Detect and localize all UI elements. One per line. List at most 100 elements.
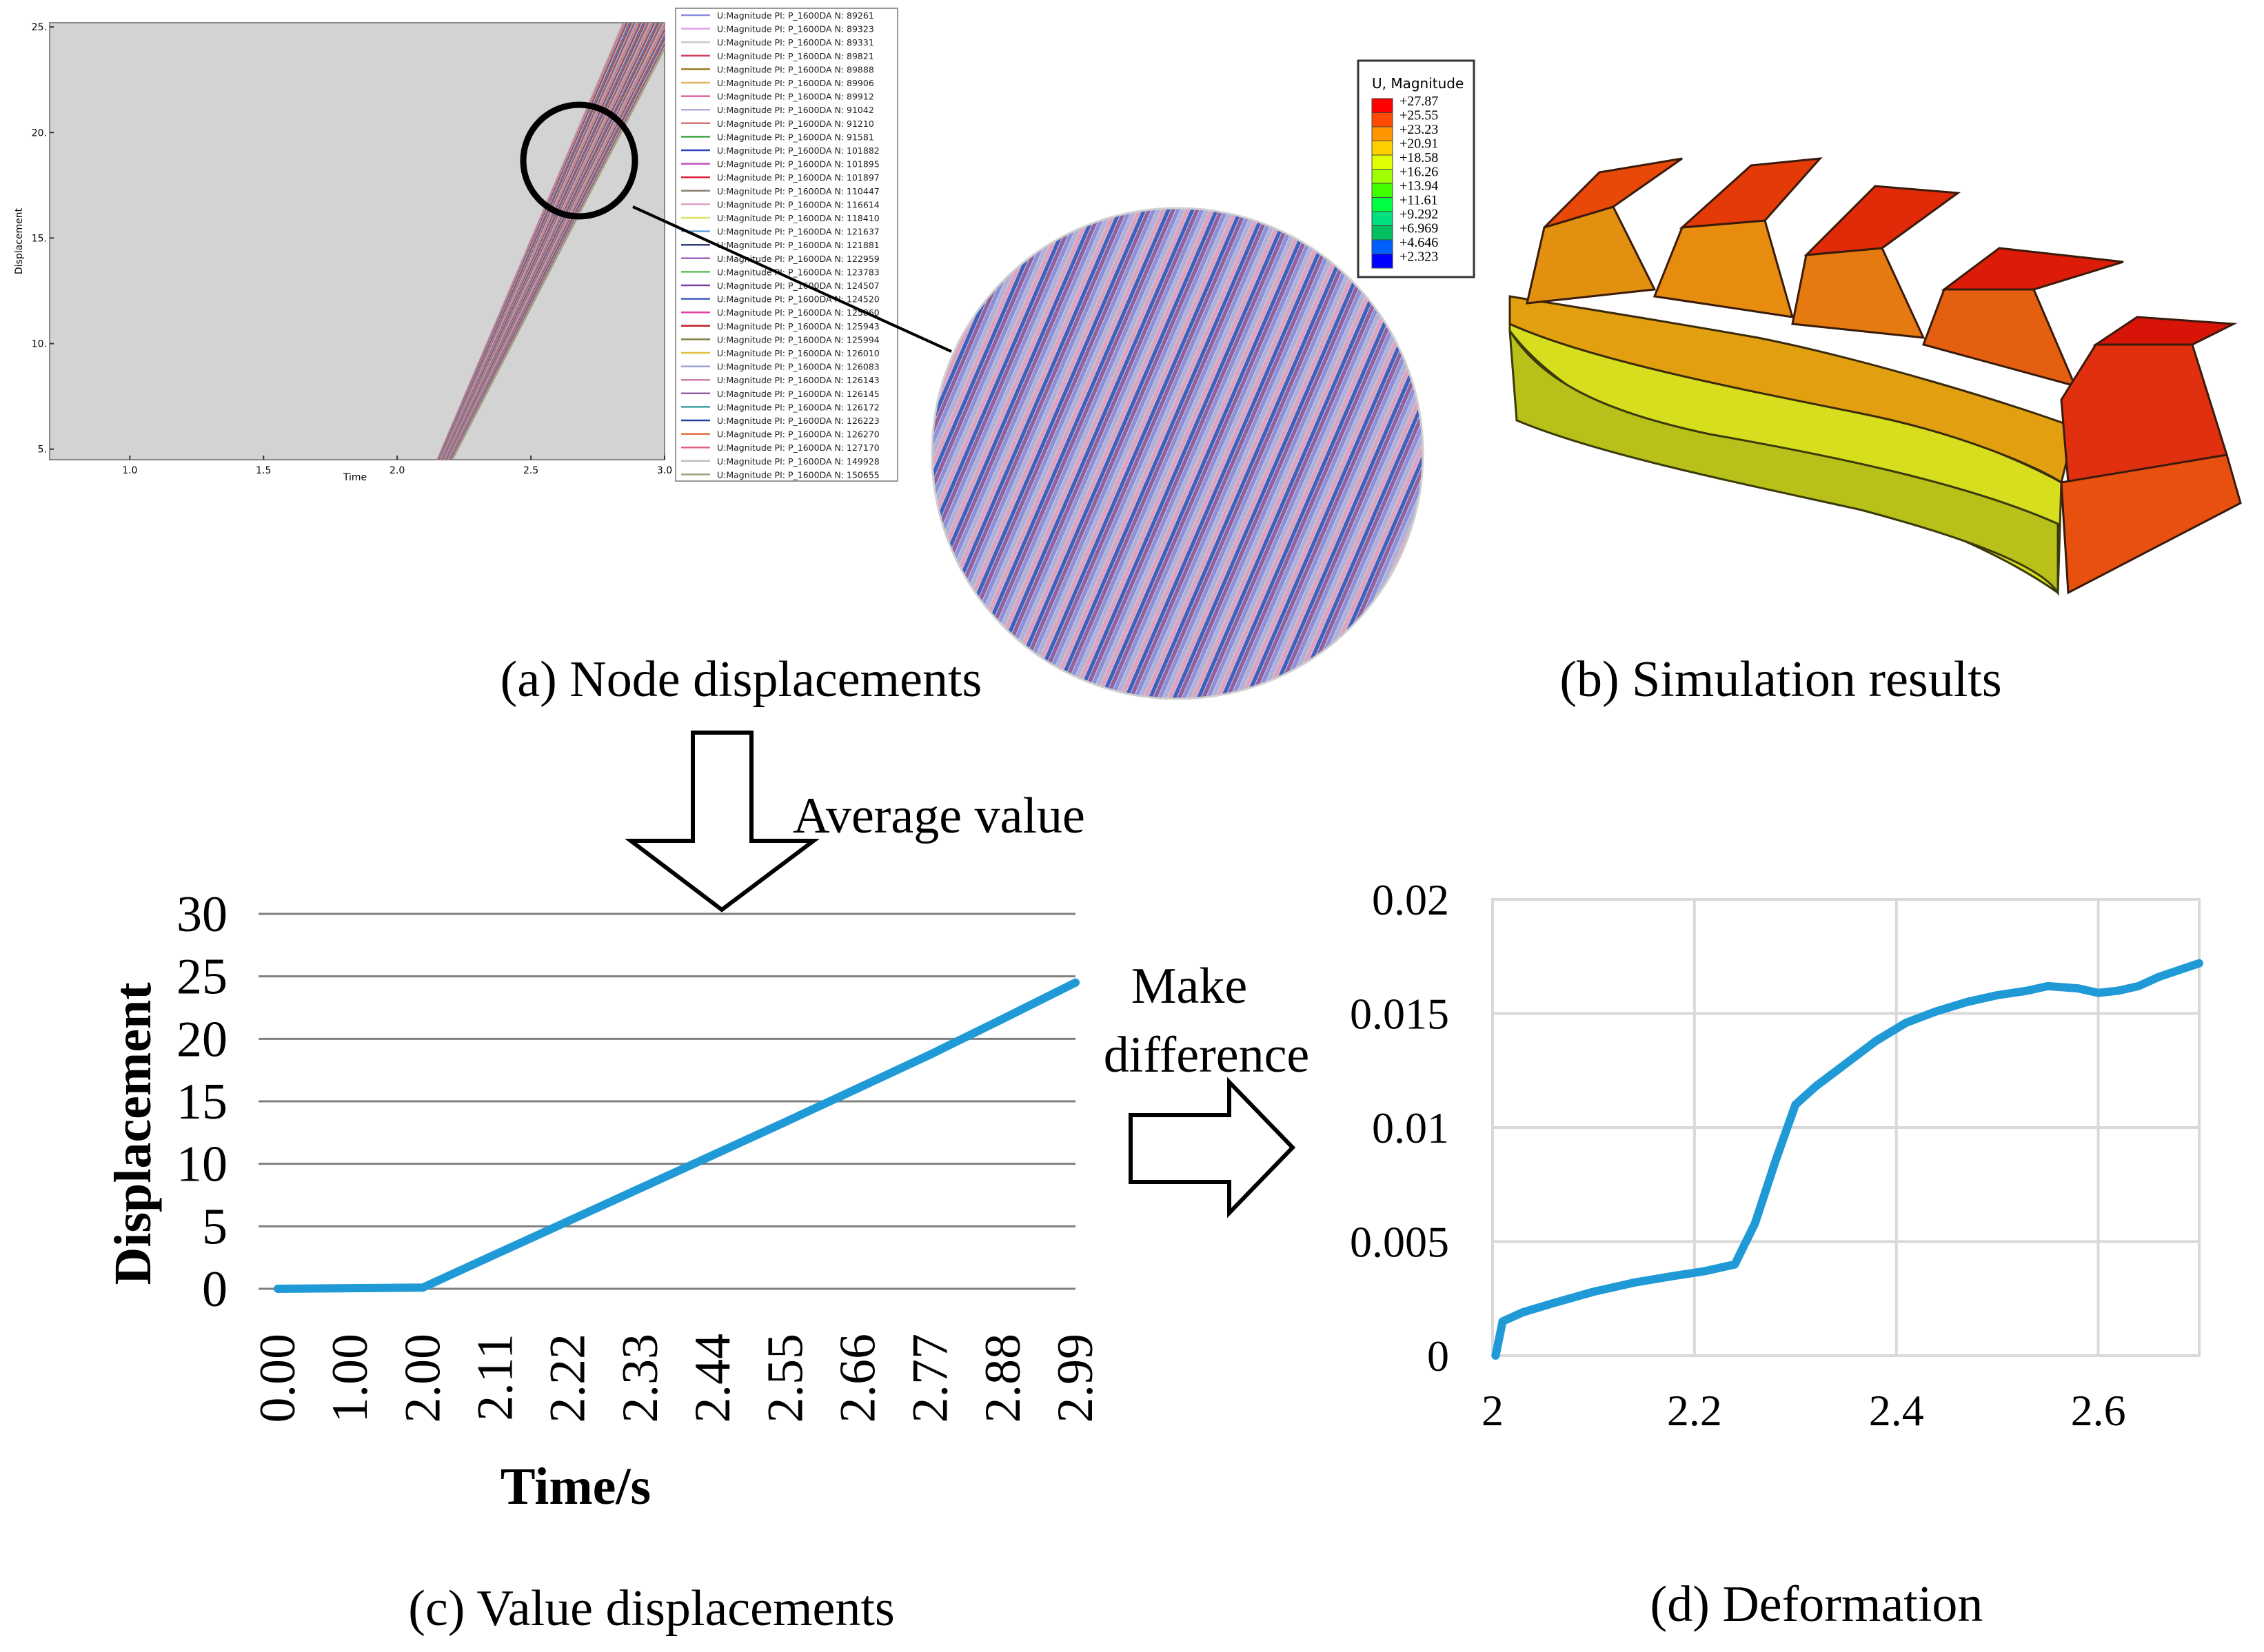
magnified-node-line — [1269, 208, 1423, 699]
panel-a-legend-label: U:Magnitude PI: P_1600DA N: 127170 — [717, 442, 880, 453]
contour-legend-value: +18.58 — [1399, 150, 1438, 165]
magnified-node-line — [1143, 208, 1368, 699]
panel-a-legend-label: U:Magnitude PI: P_1600DA N: 122959 — [717, 254, 880, 264]
magnified-node-line — [1283, 208, 1423, 699]
magnified-node-line — [1051, 208, 1276, 699]
magnified-node-line — [1153, 208, 1377, 699]
panel-a-legend-label: U:Magnitude PI: P_1600DA N: 126010 — [717, 348, 880, 358]
magnified-node-line — [1075, 208, 1300, 699]
panel-c-x-tick-label: 2.99 — [1047, 1334, 1104, 1423]
panel-a-legend-box — [675, 8, 898, 482]
magnified-node-line — [979, 208, 1204, 699]
panel-c-x-tick-label: 1.00 — [322, 1334, 378, 1423]
panel-d-x-tick-label: 2.6 — [2071, 1386, 2126, 1435]
contour-legend-value: +4.646 — [1399, 235, 1438, 250]
magnified-node-line — [989, 208, 1213, 699]
panel-a-legend-label: U:Magnitude PI: P_1600DA N: 121881 — [717, 240, 880, 250]
panel-a-legend-label: U:Magnitude PI: P_1600DA N: 91581 — [717, 132, 874, 142]
panel-c-y-tick-label: 25 — [176, 949, 228, 1006]
magnified-node-line — [1080, 208, 1305, 699]
panel-a-y-tick-label: 20. — [32, 128, 47, 139]
magnified-node-line — [1240, 208, 1423, 699]
panel-d-caption: (d) Deformation — [1650, 1576, 1983, 1633]
panel-c-y-tick-label: 20 — [176, 1011, 228, 1068]
magnified-node-line — [998, 208, 1223, 699]
contour-legend-swatch — [1371, 183, 1393, 198]
panel-a-xlabel: Time — [343, 472, 367, 483]
panel-c-grid — [259, 912, 1075, 1290]
panel-a-legend-label: U:Magnitude PI: P_1600DA N: 91042 — [717, 105, 874, 115]
panel-a-legend-label: U:Magnitude PI: P_1600DA N: 89821 — [717, 51, 874, 61]
panel-a-legend-label: U:Magnitude PI: P_1600DA N: 89331 — [717, 37, 874, 48]
contour-legend-swatch — [1371, 112, 1393, 128]
magnified-node-line — [1008, 208, 1233, 699]
magnified-node-line — [932, 208, 1117, 699]
contour-legend-value: +25.55 — [1399, 108, 1438, 123]
gear-tooth-2-top — [1679, 157, 1823, 229]
panel-a-legend-label: U:Magnitude PI: P_1600DA N: 118410 — [717, 213, 880, 223]
panel-a-legend-label: U:Magnitude PI: P_1600DA N: 126083 — [717, 362, 880, 372]
panel-c-y-tick-label: 0 — [202, 1261, 228, 1318]
magnified-node-line — [1032, 208, 1257, 699]
panel-a-legend-label: U:Magnitude PI: P_1600DA N: 123783 — [717, 267, 880, 277]
magnified-node-line — [1307, 208, 1423, 699]
panel-a-caption: (a) Node displacements — [501, 651, 982, 708]
panel-c-y-tick-label: 10 — [176, 1136, 228, 1193]
gear-ring-front — [1508, 330, 2059, 597]
panel-a-legend-label: U:Magnitude PI: P_1600DA N: 110447 — [717, 186, 880, 196]
gear-tooth-4-top — [1941, 247, 2124, 291]
panel-a-x-tick-label: 3.0 — [657, 465, 672, 476]
gear-tooth-5 — [2060, 343, 2228, 484]
panel-a-legend-label: U:Magnitude PI: P_1600DA N: 101895 — [717, 159, 880, 170]
magnified-node-line — [932, 208, 1064, 699]
magnified-node-line — [932, 208, 1098, 699]
magnified-node-line — [1095, 208, 1320, 699]
magnified-node-line — [932, 208, 1059, 699]
gear-tooth-1-top — [1543, 157, 1683, 229]
panel-a-legend-label: U:Magnitude PI: P_1600DA N: 126143 — [717, 375, 880, 385]
magnified-node-line — [932, 208, 1069, 699]
panel-a-legend-label: U:Magnitude PI: P_1600DA N: 89888 — [717, 64, 874, 74]
panel-a-legend-label: U:Magnitude PI: P_1600DA N: 91210 — [717, 119, 874, 129]
panel-c-x-tick-label: 2.11 — [467, 1334, 524, 1421]
panel-a-legend-label: U:Magnitude PI: P_1600DA N: 125943 — [717, 321, 880, 332]
magnified-node-line — [932, 208, 1107, 699]
magnified-node-line — [932, 208, 1112, 699]
magnified-node-line — [1119, 208, 1344, 699]
panel-a-legend-label: U:Magnitude PI: P_1600DA N: 150655 — [717, 469, 880, 480]
contour-legend-value: +2.323 — [1399, 249, 1438, 265]
panel-c-y-tick-label: 15 — [176, 1074, 228, 1130]
magnified-node-line — [1297, 208, 1423, 699]
panel-c-x-tick-label: 2.22 — [540, 1334, 596, 1423]
panel-a-legend-label: U:Magnitude PI: P_1600DA N: 124507 — [717, 281, 880, 291]
magnified-node-line — [932, 208, 1049, 699]
panel-c-y-tick-label: 30 — [176, 886, 228, 943]
panel-a-legend-label: U:Magnitude PI: P_1600DA N: 124520 — [717, 294, 880, 305]
contour-legend-entries: +27.87+25.55+23.23+20.91+18.58+16.26+13.… — [1371, 94, 1438, 269]
panel-a: 1.0 1.5 2.0 2.5 3.0 5. 10. 15. 20. 25. Time Displ… — [14, 8, 1424, 708]
panel-c-x-tick-label: 0.00 — [250, 1334, 306, 1423]
magnified-node-line — [1162, 208, 1387, 699]
magnified-node-line — [1158, 208, 1382, 699]
contour-legend-swatch — [1371, 169, 1393, 184]
panel-a-legend-label: U:Magnitude PI: P_1600DA N: 125860 — [717, 307, 880, 318]
gear-tooth-1 — [1526, 205, 1657, 305]
panel-a-legend-label: U:Magnitude PI: P_1600DA N: 149928 — [717, 456, 880, 467]
gear-tooth-4 — [1922, 288, 2077, 388]
gear-tooth-3 — [1791, 247, 1926, 339]
panel-c-x-ticks: 0.00 1.00 2.00 2.11 2.22 2.33 2.44 2.55 2.66 2.77… — [250, 1334, 1104, 1423]
panel-d-grid — [1491, 898, 2201, 1357]
magnified-node-line — [1254, 208, 1423, 699]
gear-tooth-5-top — [2092, 316, 2238, 346]
contour-legend-swatch — [1371, 126, 1393, 141]
panel-a-axes: 1.0 1.5 2.0 2.5 3.0 5. 10. 15. 20. 25. — [32, 22, 672, 476]
make-difference-label-2: difference — [1104, 1027, 1310, 1083]
magnified-node-line — [1264, 208, 1423, 699]
down-arrow-icon — [625, 731, 820, 912]
panel-a-x-tick-label: 1.0 — [122, 465, 137, 476]
panel-c-x-tick-label: 2.00 — [394, 1334, 451, 1423]
gear-ring-end-face — [2060, 453, 2242, 595]
magnified-node-line — [932, 208, 1093, 699]
magnified-node-line — [993, 208, 1218, 699]
magnified-node-line — [1104, 208, 1329, 699]
